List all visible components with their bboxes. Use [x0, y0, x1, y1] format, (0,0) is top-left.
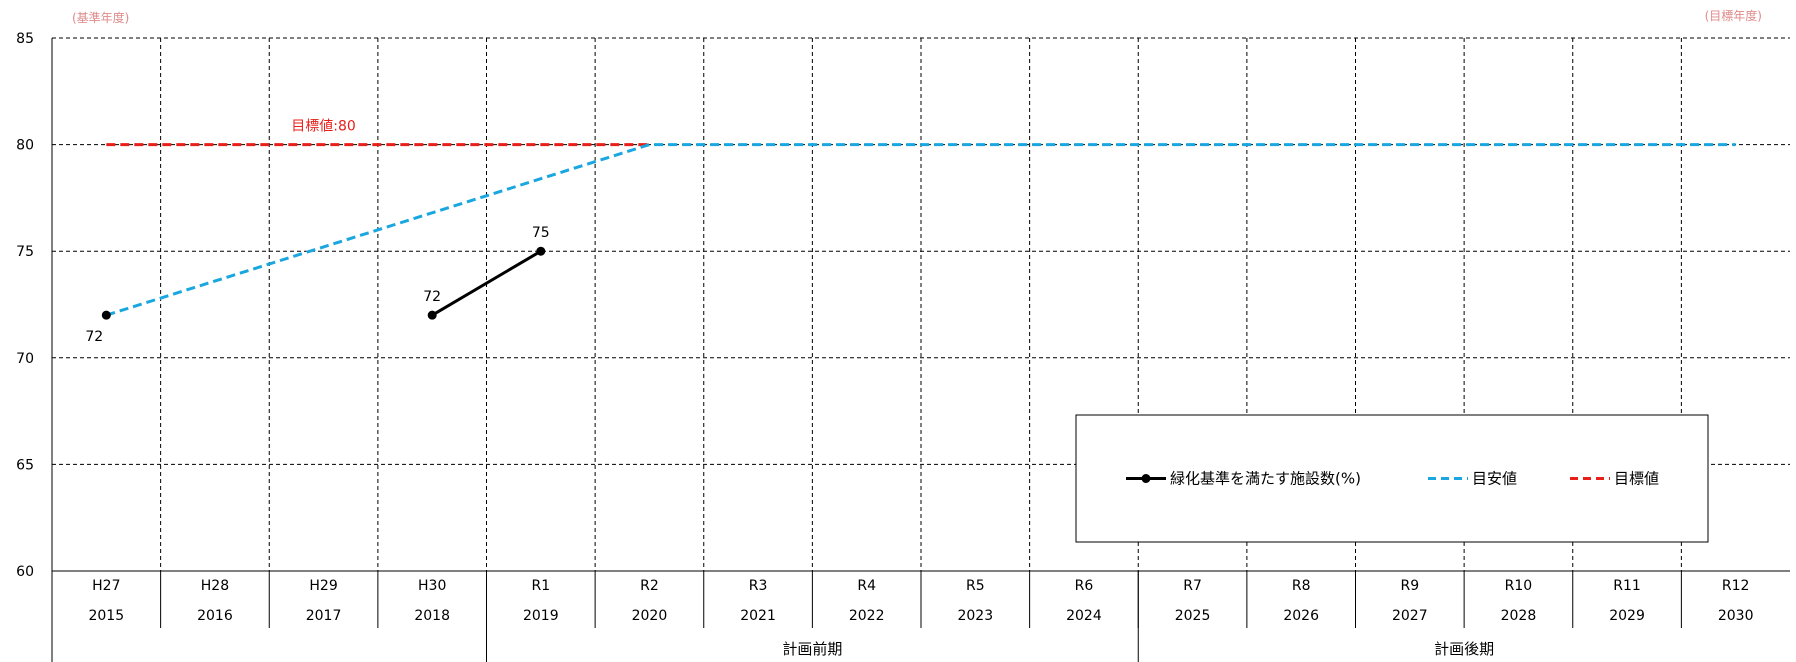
- series-point-baseline: [101, 310, 111, 320]
- x-tick-label-era: R10: [1505, 578, 1533, 594]
- x-tick-label-year: 2015: [88, 608, 124, 624]
- series-line-guide: [105, 143, 1736, 317]
- x-tick-label-era: H30: [418, 578, 446, 594]
- y-tick-label: 70: [16, 351, 34, 367]
- x-tick-label-era: R8: [1292, 578, 1311, 594]
- period-label: 計画前期: [782, 640, 842, 658]
- y-tick-label: 85: [16, 31, 34, 47]
- x-tick-label-era: R11: [1613, 578, 1641, 594]
- base-year-label: (基準年度): [72, 10, 129, 25]
- y-tick-label: 65: [16, 457, 34, 473]
- x-tick-label-year: 2020: [632, 608, 668, 624]
- data-label: 目標値:80: [291, 119, 356, 135]
- x-tick-label-era: R7: [1183, 578, 1202, 594]
- x-tick-label-year: 2019: [523, 608, 559, 624]
- series-layer: [101, 143, 1736, 320]
- x-tick-label-year: 2023: [957, 608, 993, 624]
- x-tick-label-era: R2: [640, 578, 659, 594]
- series-point-actual: [427, 310, 437, 320]
- legend: 緑化基準を満たす施設数(%) 目安値 目標値: [1075, 414, 1709, 543]
- series-point-actual: [536, 246, 546, 256]
- label-layer: (基準年度) (目標年度) 目標値:80 72 72 75: [72, 8, 1762, 345]
- x-tick-label-year: 2017: [306, 608, 342, 624]
- x-tick-label-era: H28: [201, 578, 229, 594]
- period-label: 計画後期: [1434, 640, 1494, 658]
- x-tick-label-year: 2030: [1718, 608, 1754, 624]
- legend-marker: [1141, 474, 1151, 483]
- x-tick-label-year: 2016: [197, 608, 233, 624]
- x-tick-label-era: R1: [531, 578, 550, 594]
- data-label: 72: [85, 329, 103, 345]
- x-tick-label-era: R4: [857, 578, 876, 594]
- axis-layer: 60 65 70 75 80 85 H27 2015 H28 2016 H29 2017 H30 2018…: [16, 31, 1790, 662]
- x-tick-label-era: H29: [309, 578, 337, 594]
- x-tick-label-year: 2026: [1283, 608, 1319, 624]
- data-label: 75: [532, 225, 550, 241]
- y-tick-label: 60: [16, 564, 34, 580]
- target-year-label: (目標年度): [1705, 8, 1762, 23]
- x-tick-label-year: 2024: [1066, 608, 1102, 624]
- x-tick-label-year: 2025: [1175, 608, 1211, 624]
- x-tick-label-year: 2021: [740, 608, 776, 624]
- x-tick-label-era: R3: [749, 578, 768, 594]
- x-tick-label-era: R12: [1722, 578, 1750, 594]
- x-tick-label-era: R5: [966, 578, 985, 594]
- x-tick-label-year: 2028: [1501, 608, 1537, 624]
- legend-label: 緑化基準を満たす施設数(%): [1170, 470, 1361, 488]
- x-tick-label-era: R9: [1400, 578, 1419, 594]
- x-tick-label-year: 2027: [1392, 608, 1428, 624]
- y-tick-label: 80: [16, 138, 34, 154]
- x-tick-label-year: 2029: [1609, 608, 1645, 624]
- y-tick-label: 75: [16, 244, 34, 260]
- legend-label: 目標値: [1614, 470, 1659, 488]
- x-tick-label-year: 2022: [849, 608, 885, 624]
- series-line-actual: [431, 249, 542, 317]
- x-tick-label-era: R6: [1075, 578, 1094, 594]
- x-tick-label-year: 2018: [414, 608, 450, 624]
- data-label: 72: [423, 289, 441, 305]
- legend-label: 目安値: [1472, 470, 1517, 488]
- x-tick-label-era: H27: [92, 578, 120, 594]
